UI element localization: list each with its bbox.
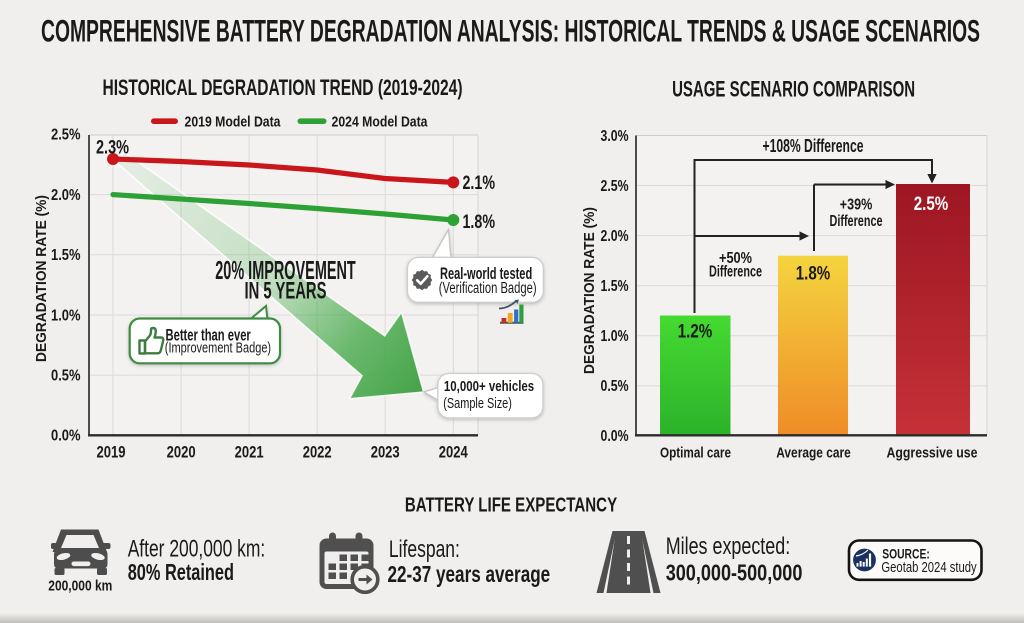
svg-text:SOURCE:: SOURCE: — [882, 547, 930, 562]
svg-text:0.0%: 0.0% — [51, 428, 81, 445]
svg-text:10,000+ vehicles: 10,000+ vehicles — [444, 379, 534, 395]
svg-text:2019 Model Data: 2019 Model Data — [185, 114, 282, 131]
svg-text:IN 5 YEARS: IN 5 YEARS — [245, 277, 327, 304]
svg-text:1.8%: 1.8% — [463, 211, 496, 233]
svg-text:+39%: +39% — [840, 196, 873, 213]
svg-text:Average care: Average care — [776, 445, 851, 462]
svg-text:0.5%: 0.5% — [51, 367, 81, 384]
svg-text:2.5%: 2.5% — [914, 193, 949, 215]
svg-text:1.5%: 1.5% — [51, 247, 81, 264]
svg-text:0.0%: 0.0% — [601, 428, 629, 445]
svg-text:1.0%: 1.0% — [51, 307, 81, 324]
svg-text:Optimal care: Optimal care — [660, 445, 731, 462]
svg-text:3.0%: 3.0% — [601, 128, 629, 145]
svg-text:DEGRADATION RATE (%): DEGRADATION RATE (%) — [582, 207, 598, 374]
svg-text:2.3%: 2.3% — [96, 136, 129, 158]
svg-text:Difference: Difference — [709, 264, 762, 281]
svg-text:BATTERY LIFE EXPECTANCY: BATTERY LIFE EXPECTANCY — [405, 493, 617, 516]
svg-text:Real-world tested: Real-world tested — [440, 264, 532, 283]
svg-text:Better than ever: Better than ever — [166, 327, 252, 345]
svg-text:(Improvement Badge): (Improvement Badge) — [165, 340, 271, 357]
svg-text:300,000-500,000: 300,000-500,000 — [666, 560, 803, 586]
svg-text:2019: 2019 — [97, 444, 126, 462]
svg-text:Difference: Difference — [830, 213, 883, 230]
svg-text:0.5%: 0.5% — [601, 378, 629, 395]
svg-text:1.2%: 1.2% — [678, 321, 713, 343]
svg-text:Miles expected:: Miles expected: — [666, 533, 791, 560]
svg-text:2.1%: 2.1% — [463, 172, 496, 194]
svg-text:HISTORICAL DEGRADATION TREND (: HISTORICAL DEGRADATION TREND (2019-2024) — [103, 75, 463, 100]
svg-text:+50%: +50% — [719, 250, 752, 267]
svg-text:2020: 2020 — [167, 444, 196, 462]
svg-text:2.0%: 2.0% — [51, 187, 81, 204]
svg-text:(Sample Size): (Sample Size) — [443, 396, 512, 412]
svg-text:2.5%: 2.5% — [601, 178, 629, 195]
svg-text:1.8%: 1.8% — [796, 263, 831, 285]
svg-text:2024 Model Data: 2024 Model Data — [332, 114, 429, 131]
svg-text:USAGE SCENARIO COMPARISON: USAGE SCENARIO COMPARISON — [672, 77, 915, 102]
svg-text:1.0%: 1.0% — [601, 328, 629, 345]
svg-text:22-37 years average: 22-37 years average — [388, 561, 551, 587]
svg-text:2022: 2022 — [303, 444, 332, 462]
svg-text:Lifespan:: Lifespan: — [389, 536, 460, 563]
svg-text:COMPREHENSIVE BATTERY DEGRADAT: COMPREHENSIVE BATTERY DEGRADATION ANALYS… — [41, 13, 980, 49]
svg-text:200,000 km: 200,000 km — [48, 578, 112, 595]
svg-text:2023: 2023 — [371, 444, 400, 462]
svg-text:20% IMPROVEMENT: 20% IMPROVEMENT — [215, 255, 356, 285]
svg-text:2021: 2021 — [235, 444, 264, 462]
svg-text:+108% Difference: +108% Difference — [763, 136, 864, 156]
svg-text:1.5%: 1.5% — [601, 278, 629, 295]
svg-text:2024: 2024 — [439, 444, 469, 462]
svg-text:(Verification Badge): (Verification Badge) — [439, 280, 537, 297]
svg-text:Aggressive use: Aggressive use — [887, 445, 978, 462]
svg-text:After 200,000 km:: After 200,000 km: — [128, 536, 266, 563]
svg-text:2.5%: 2.5% — [51, 127, 81, 144]
svg-text:DEGRADATION RATE (%): DEGRADATION RATE (%) — [34, 195, 50, 362]
svg-text:2.0%: 2.0% — [601, 228, 629, 245]
svg-text:80% Retained: 80% Retained — [128, 559, 234, 585]
svg-text:Geotab 2024 study: Geotab 2024 study — [881, 560, 977, 576]
